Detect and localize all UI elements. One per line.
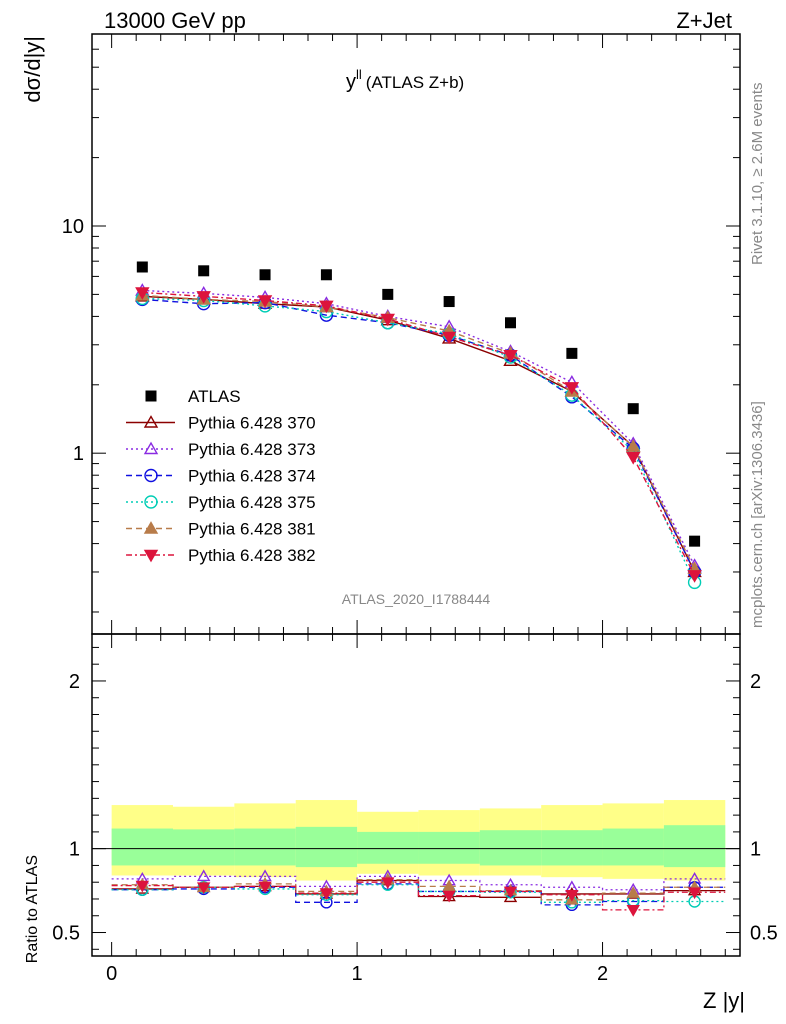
ratio-xtick-label: 2 [597, 963, 608, 985]
ratio-band-green [357, 831, 419, 864]
ratio-data-point [196, 882, 211, 895]
legend-label: Pythia 6.428 373 [188, 440, 316, 459]
ratio-data-point [503, 886, 518, 899]
main-data-point [259, 269, 271, 281]
ratio-xlabel: Z |y| [703, 988, 745, 1013]
legend-label: Pythia 6.428 381 [188, 520, 316, 539]
ratio-panel: 0.5 0.5 1 1 2 2 0 1 2 [52, 633, 778, 985]
plot-title-sup: ll [356, 67, 362, 82]
ratio-band-green [602, 828, 664, 866]
ratio-data-point [381, 877, 395, 890]
ratio-data-point [442, 879, 456, 892]
main-ylabel: dσ/d|y| [20, 36, 45, 103]
ratio-data-point [687, 887, 702, 900]
process-label: Z+Jet [676, 8, 732, 33]
legend-label: Pythia 6.428 374 [188, 467, 316, 486]
ratio-frame [91, 633, 741, 957]
legend-label: Pythia 6.428 382 [188, 546, 316, 565]
main-axes: 1 10 [62, 33, 740, 634]
main-ytick-label: 10 [62, 216, 84, 238]
legend-marker [143, 441, 159, 455]
mcplots-label: mcplots.cern.ch [arXiv:1306.3436] [749, 401, 766, 628]
legend-marker [144, 495, 158, 509]
ratio-ytick-label-left: 0.5 [52, 923, 80, 945]
main-data-point [564, 382, 580, 395]
energy-label: 13000 GeV pp [104, 8, 246, 33]
ratio-ytick-label-right: 0.5 [750, 923, 778, 945]
ratio-data-point [135, 880, 150, 893]
plot-title: yll (ATLAS Z+b) [346, 67, 464, 93]
ratio-data-point [319, 888, 334, 901]
ratio-ytick-label-right: 1 [750, 839, 761, 861]
ratio-band-green [173, 829, 235, 866]
ratio-ytick-label-right: 2 [750, 671, 761, 693]
main-series-line [142, 291, 696, 576]
main-data-point [320, 269, 332, 281]
main-series-line [142, 294, 696, 570]
ratio-band-green [111, 828, 173, 866]
ratio-xtick-label: 1 [352, 963, 363, 985]
plot-title-main: y [346, 71, 356, 93]
main-data-point [626, 439, 641, 452]
ratio-data-point [565, 889, 579, 902]
main-data-point [626, 452, 641, 465]
main-data-point [689, 535, 701, 547]
legend-marker [144, 468, 158, 483]
rivet-label: Rivet 3.1.10, ≥ 2.6M events [749, 83, 766, 266]
ratio-band-green [234, 828, 296, 866]
main-data-point [135, 287, 150, 300]
plot-title-rest: (ATLAS Z+b) [366, 73, 464, 92]
legend-marker [143, 415, 159, 428]
main-series-line [142, 298, 696, 573]
main-data-point [136, 261, 148, 273]
ratio-data-layer [111, 869, 726, 917]
legend-marker [145, 390, 157, 402]
main-data-point [505, 317, 516, 329]
main-data-point [382, 288, 394, 300]
ratio-data-point [258, 881, 272, 894]
main-data-point [627, 403, 639, 415]
main-data-point [257, 295, 273, 308]
ratio-band-green [663, 825, 726, 868]
legend-label: ATLAS [188, 387, 241, 406]
main-panel: 1 10 [62, 33, 741, 635]
legend-marker [143, 521, 159, 534]
ratio-band-green [295, 826, 358, 868]
analysis-id-label: ATLAS_2020_I1788444 [342, 591, 491, 607]
ratio-ytick-label-left: 2 [69, 671, 80, 693]
ratio-data-point [626, 905, 640, 917]
ratio-data-point [442, 890, 456, 903]
legend-marker [143, 549, 159, 563]
main-data-point [319, 300, 334, 314]
ratio-ylabel: Ratio to ATLAS [24, 855, 41, 963]
legend: ATLAS Pythia 6.428 370 Pythia 6.428 373 Pyt… [126, 387, 316, 565]
ratio-data-point [565, 880, 579, 893]
main-data-point [443, 296, 455, 308]
main-data-point [198, 265, 210, 277]
main-data-point [196, 291, 211, 304]
ratio-axes: 0.5 0.5 1 1 2 2 0 1 2 [52, 634, 778, 985]
ratio-series-line [111, 875, 726, 891]
main-data-point [503, 349, 518, 363]
main-data-point [441, 331, 457, 345]
main-data-point [687, 570, 702, 583]
ratio-uncertainty-bands [92, 800, 740, 881]
ratio-band-green [418, 831, 480, 864]
main-data-point [380, 313, 395, 327]
ratio-xtick-label: 0 [106, 963, 117, 985]
main-ytick-label: 1 [73, 443, 84, 465]
main-data-point [566, 347, 578, 359]
main-data-layer [135, 261, 702, 590]
legend-label: Pythia 6.428 375 [188, 493, 316, 512]
ratio-ytick-label-left: 1 [69, 839, 80, 861]
ratio-band-green [541, 830, 603, 866]
ratio-data-point [626, 886, 640, 898]
main-frame [91, 33, 741, 635]
legend-label: Pythia 6.428 370 [188, 414, 316, 433]
ratio-band-green [479, 830, 542, 866]
main-series-line [142, 295, 696, 573]
